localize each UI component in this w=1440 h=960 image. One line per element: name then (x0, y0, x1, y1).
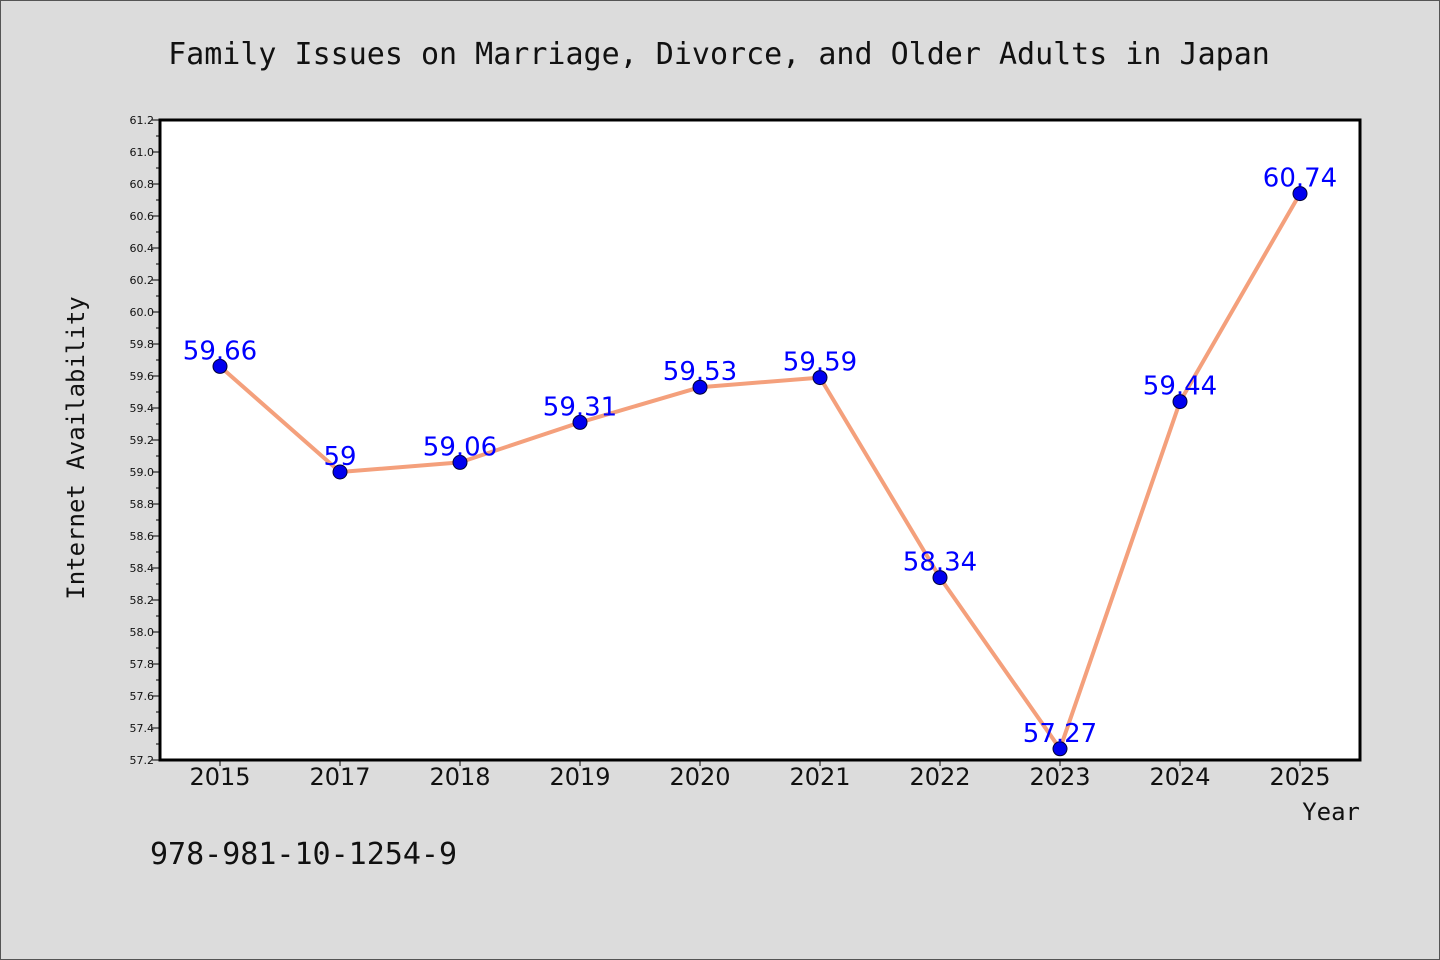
y-tick-label: 57.4 (130, 722, 155, 735)
x-tick-label: 2022 (909, 763, 970, 791)
x-axis-label: Year (1302, 798, 1360, 826)
data-label: 60.74 (1263, 164, 1337, 194)
data-point (1292, 186, 1308, 202)
y-tick-label: 58.4 (130, 562, 155, 575)
x-tick-label: 2021 (789, 763, 850, 791)
y-tick-label: 59.2 (130, 434, 155, 447)
series-line-group (218, 192, 1302, 751)
data-label: 59.59 (783, 348, 857, 378)
x-tick-label: 2018 (429, 763, 490, 791)
y-tick-label: 58.8 (130, 498, 155, 511)
series-line (218, 192, 1302, 751)
y-tick-label: 57.8 (130, 658, 155, 671)
y-tick-label: 57.6 (130, 690, 155, 703)
data-point (452, 454, 468, 470)
data-label: 57.27 (1023, 719, 1097, 749)
y-tick-label: 61.0 (130, 146, 155, 159)
x-tick-label: 2024 (1149, 763, 1210, 791)
y-tick-label: 60.6 (130, 210, 155, 223)
y-tick-label: 59.6 (130, 370, 155, 383)
x-axis: 2015 2017 2018 2019 2020 2021 2022 2023 2024 2025 (189, 760, 1331, 791)
data-point (572, 414, 588, 430)
data-point (332, 464, 348, 480)
plot-area (160, 120, 1360, 760)
y-tick-label: 59.0 (130, 466, 155, 479)
y-tick-label: 59.8 (130, 338, 155, 351)
y-tick-label: 60.0 (130, 306, 155, 319)
y-tick-label: 60.8 (130, 178, 155, 191)
data-label: 59.06 (423, 432, 497, 462)
data-label: 58.34 (903, 548, 977, 578)
data-label-group: 59.66 59 59.06 59.31 59.53 59.59 58.34 57.27 59.… (183, 164, 1337, 749)
y-tick-label: 60.2 (130, 274, 155, 287)
isbn-annotation: 978-981-10-1254-9 (150, 837, 457, 872)
data-label: 59 (323, 442, 356, 472)
y-tick-label: 58.2 (130, 594, 155, 607)
marker-group (212, 186, 1308, 757)
data-label: 59.44 (1143, 372, 1217, 402)
data-label: 59.31 (543, 392, 617, 422)
y-tick-label: 57.2 (130, 754, 155, 767)
y-tick-label: 58.6 (130, 530, 155, 543)
data-label: 59.53 (663, 357, 737, 387)
x-tick-label: 2019 (549, 763, 610, 791)
y-tick-label: 61.2 (130, 114, 155, 127)
data-point (692, 379, 708, 395)
y-axis: 57.2 57.4 57.6 57.8 58.0 58.2 58.4 58.6 58.8 59.0… (130, 114, 160, 767)
y-tick-label: 59.4 (130, 402, 155, 415)
data-point (932, 570, 948, 586)
data-point (1172, 394, 1188, 410)
data-point (812, 370, 828, 386)
x-tick-label: 2020 (669, 763, 730, 791)
x-tick-label: 2017 (309, 763, 370, 791)
data-label: 59.66 (183, 336, 257, 366)
x-tick-label: 2025 (1269, 763, 1330, 791)
y-tick-label: 58.0 (130, 626, 155, 639)
y-tick-label: 60.4 (130, 242, 155, 255)
y-axis-label: Internet Availability (62, 296, 90, 599)
chart-title: Family Issues on Marriage, Divorce, and … (168, 37, 1270, 72)
x-tick-label: 2023 (1029, 763, 1090, 791)
data-point (1052, 741, 1068, 757)
data-point (212, 358, 228, 374)
x-tick-label: 2015 (189, 763, 250, 791)
plot-frame (158, 118, 1362, 762)
